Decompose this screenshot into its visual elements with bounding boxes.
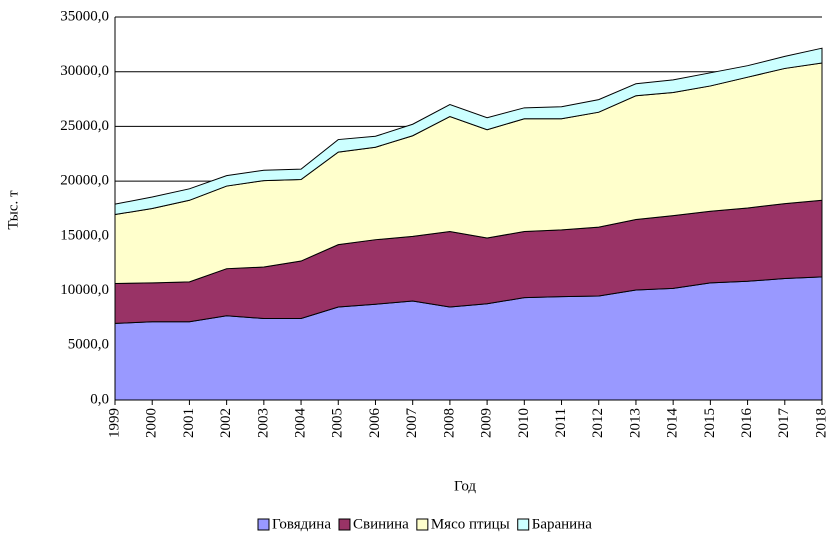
legend-swatch: [417, 519, 428, 530]
x-tick-label: 2016: [739, 408, 755, 439]
x-tick-label: 2001: [181, 408, 197, 438]
x-tick-label: 2003: [255, 408, 271, 438]
x-tick-label: 2005: [330, 408, 346, 438]
legend-label: Говядина: [272, 516, 331, 532]
x-tick-label: 1999: [106, 408, 122, 438]
y-tick-label: 35000,0: [60, 8, 109, 24]
y-tick-label: 20000,0: [60, 173, 109, 189]
y-tick-label: 5000,0: [68, 337, 109, 353]
x-axis-label: Год: [454, 478, 476, 494]
x-tick-label: 2004: [292, 408, 308, 439]
legend-swatch: [339, 519, 350, 530]
legend-label: Мясо птицы: [431, 516, 510, 532]
legend-label: Свинина: [353, 516, 409, 532]
y-tick-label: 15000,0: [60, 227, 109, 243]
legend-swatch: [518, 519, 529, 530]
chart: Тыс. т Год 0,0 5000,0 10000,0 15000,0 20000,…: [0, 0, 831, 537]
x-tick-label: 2008: [441, 408, 457, 438]
y-axis-label: Тыс. т: [5, 190, 21, 230]
x-tick-label: 2015: [702, 408, 718, 438]
x-tick-label: 2002: [218, 408, 234, 438]
x-tick-label: 2011: [553, 408, 569, 437]
y-tick-label: 25000,0: [60, 118, 109, 134]
x-tick-label: 2009: [479, 408, 495, 438]
x-tick-label: 2018: [813, 408, 829, 438]
x-tick-label: 2000: [144, 408, 160, 438]
x-tick-label: 2006: [367, 408, 383, 439]
x-tick-label: 2010: [516, 408, 532, 438]
legend-swatch: [258, 519, 269, 530]
legend-label: Баранина: [532, 516, 593, 532]
x-tick-label: 2007: [404, 408, 420, 439]
x-tick-label: 2017: [776, 408, 792, 439]
y-tick-label: 0,0: [90, 391, 109, 407]
x-tick-label: 2013: [627, 408, 643, 438]
x-tick-label: 2012: [590, 408, 606, 438]
x-tick-label: 2014: [665, 408, 681, 439]
y-tick-label: 10000,0: [60, 282, 109, 298]
y-tick-label: 30000,0: [60, 63, 109, 79]
